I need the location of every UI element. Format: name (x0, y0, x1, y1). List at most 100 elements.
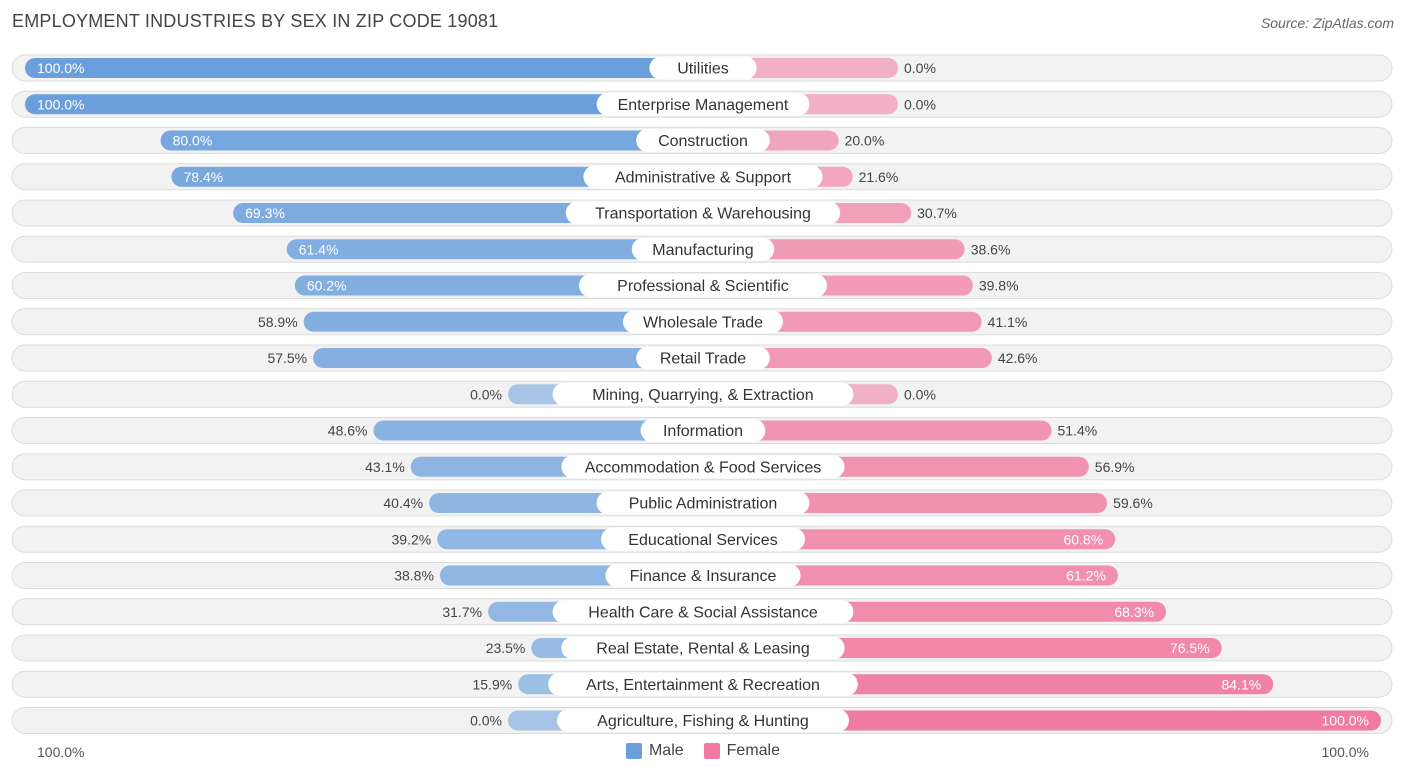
category-label-bg (565, 201, 841, 225)
female-value-label: 21.6% (859, 169, 899, 185)
male-value-label: 100.0% (37, 96, 84, 112)
legend-swatch-female (703, 743, 720, 759)
female-value-label: 51.4% (1057, 423, 1097, 439)
category-label-bg (557, 709, 849, 732)
category-label: Mining, Quarrying, & Extraction (592, 387, 813, 404)
category-label-bg (552, 600, 854, 624)
legend-swatch-male (625, 743, 642, 759)
category-label: Professional & Scientific (617, 278, 789, 295)
category-label-bg (623, 310, 783, 334)
axis-label-right: 100.0% (1321, 744, 1369, 760)
category-label-bg (649, 56, 757, 80)
category-label: Public Administration (629, 496, 778, 513)
category-label-bg (596, 491, 810, 515)
female-bar (703, 565, 1118, 586)
male-bar (286, 239, 703, 260)
male-value-label: 58.9% (258, 314, 298, 330)
female-value-label: 76.5% (1170, 640, 1210, 656)
category-label-bg (561, 455, 845, 479)
male-value-label: 57.5% (267, 350, 307, 366)
female-value-label: 0.0% (904, 60, 936, 76)
category-label: Construction (658, 133, 748, 150)
female-value-label: 0.0% (904, 96, 936, 112)
female-value-label: 39.8% (979, 278, 1019, 294)
female-bar (703, 420, 1052, 441)
legend-item-male: Male (625, 742, 684, 760)
female-bar (703, 348, 992, 368)
category-label: Health Care & Social Assistance (588, 604, 818, 621)
male-bar (303, 311, 703, 332)
category-label: Educational Services (628, 532, 777, 549)
category-label-bg (631, 237, 775, 261)
category-label-bg (636, 346, 770, 370)
category-label: Enterprise Management (618, 97, 789, 114)
legend: Male Female (0, 742, 1406, 760)
category-label-bg (605, 564, 801, 587)
category-label-bg (601, 527, 805, 551)
female-value-label: 60.8% (1064, 531, 1104, 547)
category-label: Arts, Entertainment & Recreation (586, 677, 820, 694)
legend-label-female: Female (726, 742, 781, 759)
female-value-label: 59.6% (1113, 495, 1153, 511)
male-value-label: 100.0% (37, 60, 84, 76)
male-value-label: 38.8% (394, 568, 434, 584)
category-label: Information (663, 423, 743, 440)
male-bar (373, 420, 703, 441)
category-label: Manufacturing (652, 242, 753, 259)
category-label: Agriculture, Fishing & Hunting (597, 713, 809, 730)
category-label: Retail Trade (660, 351, 746, 368)
category-label: Administrative & Support (615, 169, 792, 186)
source-label: Source: ZipAtlas.com (1260, 15, 1394, 31)
category-label-bg (579, 274, 827, 297)
category-label-bg (552, 382, 854, 406)
female-value-label: 68.3% (1114, 604, 1154, 620)
category-label-bg (640, 419, 766, 442)
male-value-label: 0.0% (470, 713, 502, 729)
female-value-label: 41.1% (988, 314, 1028, 330)
female-bar (703, 529, 1116, 550)
category-label-bg (636, 129, 770, 152)
category-label: Transportation & Warehousing (595, 206, 811, 223)
male-value-label: 80.0% (173, 133, 213, 149)
category-label: Finance & Insurance (630, 568, 777, 585)
male-bar (160, 130, 704, 151)
male-value-label: 43.1% (365, 459, 405, 475)
female-value-label: 38.6% (971, 241, 1011, 257)
male-value-label: 78.4% (183, 169, 223, 185)
female-value-label: 42.6% (998, 350, 1038, 366)
male-value-label: 39.2% (392, 531, 432, 547)
female-value-label: 0.0% (904, 386, 936, 402)
male-value-label: 60.2% (307, 278, 347, 294)
chart-title: EMPLOYMENT INDUSTRIES BY SEX IN ZIP CODE… (12, 11, 499, 31)
female-value-label: 30.7% (917, 205, 957, 221)
female-value-label: 61.2% (1066, 568, 1106, 584)
female-value-label: 84.1% (1221, 676, 1261, 692)
male-value-label: 31.7% (442, 604, 482, 620)
male-value-label: 23.5% (486, 640, 526, 656)
male-value-label: 40.4% (383, 495, 423, 511)
category-label-bg (583, 165, 823, 189)
category-label: Real Estate, Rental & Leasing (596, 641, 809, 658)
category-label: Accommodation & Food Services (585, 459, 822, 476)
category-label-bg (548, 672, 858, 696)
category-label: Wholesale Trade (643, 314, 763, 331)
legend-item-female: Female (703, 742, 781, 760)
female-value-label: 20.0% (845, 133, 885, 149)
male-bar (313, 348, 703, 368)
legend-label-male: Male (648, 742, 684, 759)
category-label: Utilities (677, 61, 729, 78)
female-value-label: 100.0% (1322, 713, 1369, 729)
male-value-label: 61.4% (299, 241, 339, 257)
male-value-label: 69.3% (245, 205, 285, 221)
male-bar (25, 58, 703, 78)
category-label-bg (561, 636, 845, 660)
male-value-label: 15.9% (472, 676, 512, 692)
category-label-bg (596, 92, 810, 116)
female-value-label: 56.9% (1095, 459, 1135, 475)
male-bar (171, 166, 703, 187)
axis-label-left: 100.0% (37, 744, 85, 760)
male-value-label: 48.6% (328, 423, 368, 439)
male-bar (25, 94, 703, 115)
female-bar (703, 710, 1381, 731)
